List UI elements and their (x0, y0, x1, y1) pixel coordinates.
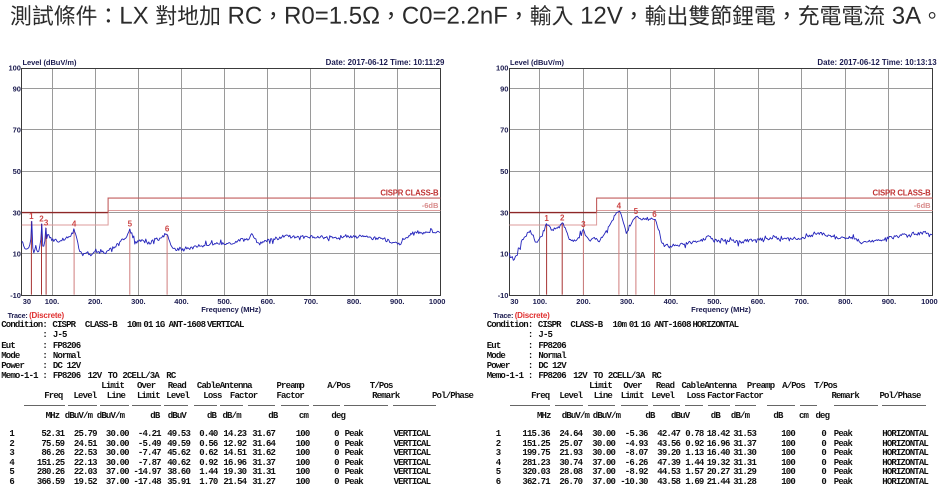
svg-text:800.: 800. (347, 297, 361, 306)
svg-text:100: 100 (9, 64, 21, 73)
svg-text:700.: 700. (304, 297, 318, 306)
svg-text:300.: 300. (131, 297, 145, 306)
svg-text:1: 1 (29, 212, 34, 221)
svg-text:30: 30 (500, 208, 508, 217)
svg-text:2: 2 (560, 213, 565, 222)
svg-text:900.: 900. (882, 297, 896, 306)
svg-text:5: 5 (128, 220, 133, 229)
svg-text:-10: -10 (10, 291, 21, 300)
svg-text:600.: 600. (751, 297, 765, 306)
svg-text:100.: 100. (533, 297, 547, 306)
svg-text:1000: 1000 (921, 297, 938, 306)
svg-text:300.: 300. (620, 297, 634, 306)
svg-text:6: 6 (165, 225, 170, 234)
svg-text:50: 50 (13, 167, 21, 176)
svg-text:Date: 2017-06-12 Time: 10:13:: Date: 2017-06-12 Time: 10:13:13 (817, 58, 937, 67)
svg-text:CISPR CLASS-B: CISPR CLASS-B (380, 189, 439, 198)
svg-text:-10: -10 (498, 291, 509, 300)
svg-text:1: 1 (544, 214, 549, 223)
svg-text:10: 10 (500, 250, 508, 259)
svg-text:600.: 600. (261, 297, 275, 306)
svg-text:30: 30 (13, 208, 21, 217)
svg-text:800.: 800. (838, 297, 852, 306)
svg-text:70: 70 (500, 126, 508, 135)
svg-text:Frequency (MHz): Frequency (MHz) (691, 305, 751, 314)
svg-text:900.: 900. (390, 297, 404, 306)
svg-text:CISPR CLASS-B: CISPR CLASS-B (873, 189, 932, 198)
svg-text:4: 4 (72, 219, 77, 228)
svg-text:1000: 1000 (429, 297, 446, 306)
svg-text:100: 100 (496, 64, 508, 73)
svg-text:200.: 200. (576, 297, 590, 306)
svg-text:-6dB: -6dB (422, 201, 439, 210)
svg-text:500.: 500. (217, 297, 231, 306)
svg-text:Date: 2017-06-12 Time: 10:11:: Date: 2017-06-12 Time: 10:11:29 (326, 58, 445, 67)
svg-text:500.: 500. (707, 297, 721, 306)
svg-text:Level (dBuV/m): Level (dBuV/m) (23, 58, 77, 67)
svg-text:30: 30 (510, 297, 518, 306)
svg-text:50: 50 (500, 167, 508, 176)
svg-text:200.: 200. (88, 297, 102, 306)
svg-text:100.: 100. (45, 297, 59, 306)
svg-text:-6dB: -6dB (914, 201, 931, 210)
svg-text:400.: 400. (174, 297, 188, 306)
svg-text:90: 90 (13, 84, 21, 93)
svg-text:400.: 400. (664, 297, 678, 306)
svg-text:4: 4 (617, 202, 622, 211)
svg-text:6: 6 (652, 210, 657, 219)
svg-text:90: 90 (500, 84, 508, 93)
svg-text:5: 5 (634, 207, 639, 216)
svg-text:3: 3 (44, 219, 49, 228)
svg-text:70: 70 (13, 126, 21, 135)
svg-text:3: 3 (581, 220, 586, 229)
svg-text:10: 10 (13, 250, 21, 259)
svg-text:Frequency (MHz): Frequency (MHz) (201, 305, 261, 314)
svg-text:Level (dBuV/m): Level (dBuV/m) (510, 58, 564, 67)
svg-text:700.: 700. (794, 297, 808, 306)
svg-text:30: 30 (23, 297, 31, 306)
svg-text:2: 2 (39, 214, 44, 223)
